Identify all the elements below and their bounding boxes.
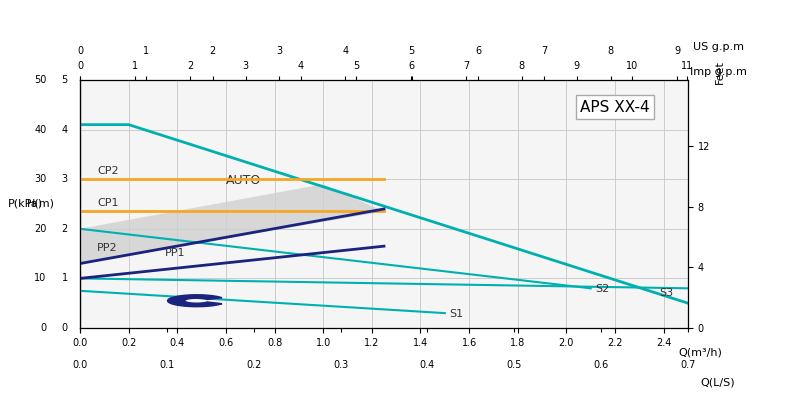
Text: 20: 20	[34, 224, 46, 234]
Polygon shape	[80, 184, 384, 264]
Y-axis label: Feet: Feet	[715, 61, 726, 84]
Text: PP2: PP2	[97, 243, 118, 253]
Text: AUTO: AUTO	[226, 174, 261, 187]
Text: 40: 40	[34, 125, 46, 134]
Text: Q(L/S): Q(L/S)	[700, 378, 734, 388]
Text: S3: S3	[659, 288, 673, 298]
Text: 5: 5	[62, 75, 68, 85]
X-axis label: Imp g.p.m: Imp g.p.m	[690, 67, 747, 77]
Text: APS XX-4: APS XX-4	[580, 100, 650, 115]
Text: PP1: PP1	[165, 248, 186, 258]
Text: 0: 0	[41, 323, 46, 333]
Text: 3: 3	[62, 174, 68, 184]
Text: 50: 50	[34, 75, 46, 85]
Text: CP1: CP1	[97, 198, 118, 208]
Text: 10: 10	[34, 274, 46, 283]
Text: P(kPa): P(kPa)	[8, 199, 43, 209]
Text: 4: 4	[62, 125, 68, 134]
Text: 30: 30	[34, 174, 46, 184]
X-axis label: US g.p.m: US g.p.m	[693, 42, 744, 52]
Text: S1: S1	[450, 309, 464, 319]
Text: S2: S2	[595, 284, 610, 294]
Wedge shape	[167, 295, 222, 307]
Text: CP2: CP2	[97, 166, 118, 176]
Text: 1: 1	[62, 274, 68, 283]
X-axis label: Q(m³/h): Q(m³/h)	[678, 348, 722, 358]
Text: 2: 2	[62, 224, 68, 234]
Text: H(m): H(m)	[26, 199, 54, 209]
Text: 0: 0	[62, 323, 68, 333]
